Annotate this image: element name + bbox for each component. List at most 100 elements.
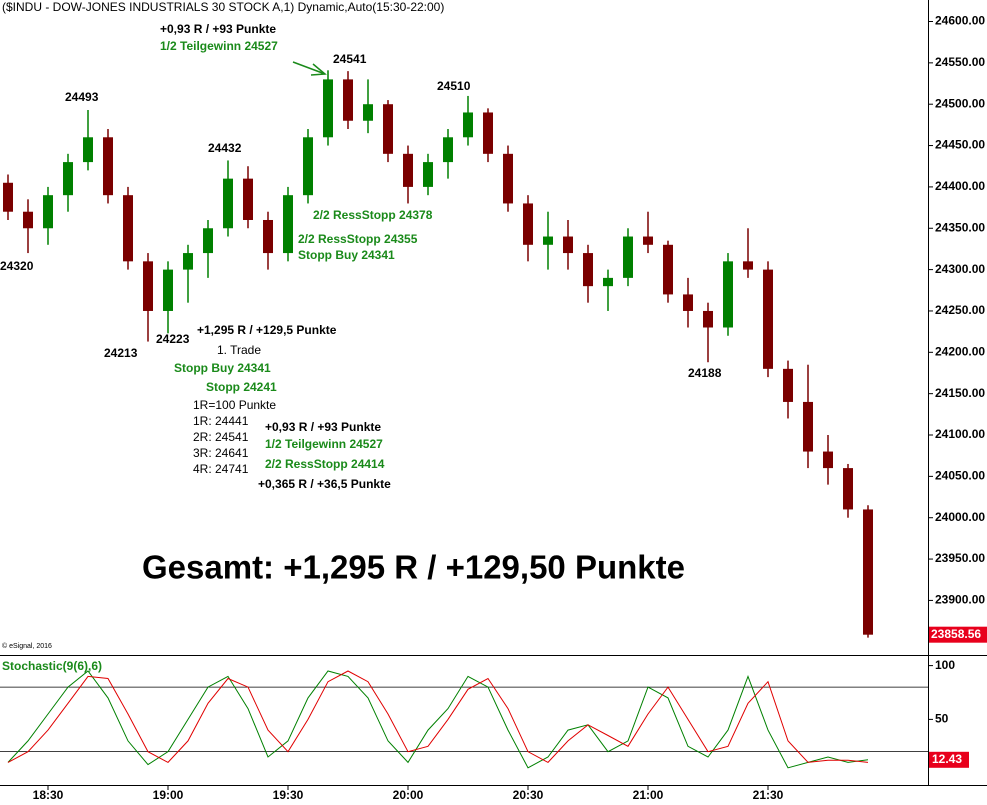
candle-body [23,211,33,229]
annotation: 24188 [688,366,722,380]
annotation: 24320 [0,259,34,273]
annotation: 3R: 24641 [193,446,249,460]
candle-body [343,79,353,121]
y-tick-label: 24550.00 [935,55,985,69]
y-tick-label: 24200.00 [935,344,985,358]
y-tick-label: 24600.00 [935,14,985,28]
y-tick-label: 24400.00 [935,179,985,193]
annotation: 1. Trade [217,343,261,357]
y-tick-label: 100 [935,658,955,672]
y-tick-label: 24050.00 [935,469,985,483]
candle-body [3,182,13,212]
candle-body [503,153,513,204]
candle-body [183,253,193,270]
y-tick-label: 24300.00 [935,262,985,276]
candles [3,70,873,638]
x-tick-label: 21:30 [753,788,784,802]
y-tick-label: 24100.00 [935,427,985,441]
x-tick-label: 20:00 [393,788,424,802]
candle-body [63,162,73,196]
annotation: 24432 [208,141,242,155]
candle-body [323,79,333,138]
x-tick-label: 19:30 [273,788,304,802]
annotation: 4R: 24741 [193,462,249,476]
candle-body [623,236,633,278]
candle-body [703,310,713,328]
annotation: 24223 [156,332,190,346]
arrow-shaft [292,61,326,75]
y-tick-label: 24450.00 [935,138,985,152]
annotation: 24213 [104,346,138,360]
annotation: +1,295 R / +129,5 Punkte [197,323,337,337]
candle-body [123,195,133,262]
annotation: 1/2 Teilgewinn 24527 [160,39,278,53]
annotation: 24541 [333,52,367,66]
candle-body [683,294,693,311]
y-tick-label: 24350.00 [935,220,985,234]
y-tick-label: 24250.00 [935,303,985,317]
arrow [292,61,327,76]
candle-body [863,509,873,635]
x-tick-label: 20:30 [513,788,544,802]
annotation: 2/2 RessStopp 24378 [313,208,433,222]
candle-body [383,104,393,154]
x-tick-label: 18:30 [33,788,64,802]
y-tick-label: 24500.00 [935,96,985,110]
candle-body [223,178,233,229]
candle-body [303,137,313,196]
stochastic-line [7,670,869,769]
candle-body [363,104,373,121]
last-value-label: 12.43 [932,752,962,766]
candle-body [483,112,493,154]
candle-body [783,368,793,402]
annotation: 2R: 24541 [193,430,249,444]
stochastic-line [7,670,869,764]
candle-body [643,236,653,245]
last-value-box [929,751,969,768]
annotation: 1R: 24441 [193,414,249,428]
last-price-box [929,626,987,643]
summary: Gesamt: +1,295 R / +129,50 Punkte [142,549,685,586]
candle-body [583,253,593,287]
candle-body [403,153,413,187]
candle-body [243,178,253,220]
annotation: +0,93 R / +93 Punkte [265,420,381,434]
candle-body [283,195,293,254]
y-tick-label: 23900.00 [935,593,985,607]
annotation: 1/2 Teilgewinn 24527 [265,437,383,451]
annotation: 2/2 RessStopp 24355 [298,232,418,246]
y-tick-label: 24150.00 [935,386,985,400]
candle-body [603,277,613,287]
annotation: 2/2 RessStopp 24414 [265,457,385,471]
annotation: 1R=100 Punkte [193,398,276,412]
arrow-head [310,63,327,76]
candle-body [43,195,53,229]
candle-body [103,137,113,196]
candle-body [723,261,733,328]
annotation: Stopp Buy 24341 [298,248,395,262]
candle-body [563,236,573,254]
candle-body [163,269,173,311]
candle-body [663,244,673,295]
candle-body [843,468,853,510]
annotation: +0,93 R / +93 Punkte [160,22,276,36]
candle-body [463,112,473,138]
last-price-label: 23858.56 [931,627,981,641]
y-tick-label: 23950.00 [935,551,985,565]
annotation: +0,365 R / +36,5 Punkte [258,477,391,491]
candle-body [543,236,553,245]
annotation: 24493 [65,90,99,104]
chart-title: ($INDU - DOW-JONES INDUSTRIALS 30 STOCK … [2,0,444,14]
candle-body [443,137,453,163]
candle-body [823,451,833,469]
annotation: 24510 [437,79,471,93]
annotations: +0,93 R / +93 Punkte 1/2 Teilgewinn 2452… [0,22,722,586]
annotation: Stopp 24241 [206,380,277,394]
candle-body [803,401,813,452]
annotation: Stopp Buy 24341 [174,361,271,375]
candle-body [203,228,213,254]
candle-body [143,261,153,311]
candle-body [743,261,753,270]
